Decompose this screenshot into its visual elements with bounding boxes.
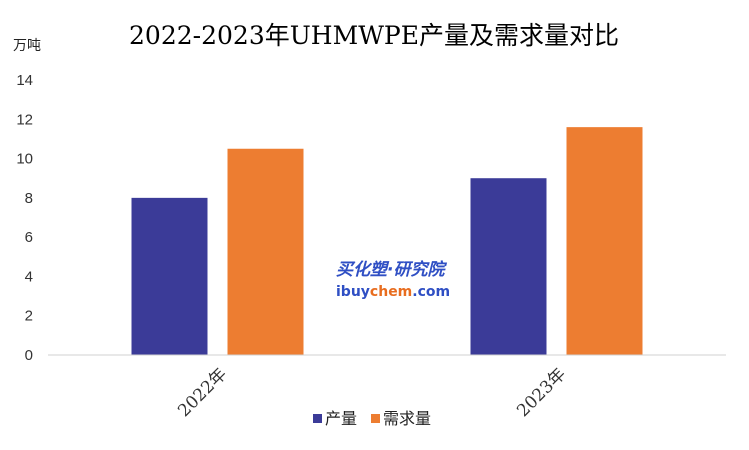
x-category-label: 2023年 (513, 364, 570, 421)
bar-production-2 (470, 178, 547, 355)
legend-swatch-production (313, 414, 322, 423)
bar-demand-2 (566, 127, 643, 356)
x-category-label: 2022年 (174, 364, 231, 421)
y-tick-label: 6 (25, 229, 33, 246)
y-tick-label: 14 (16, 72, 33, 89)
chart-title: 2022-2023年UHMWPE产量及需求量对比 (129, 21, 619, 50)
watermark-url-part-3: .com (412, 284, 450, 300)
watermark-url-part-2: chem (370, 284, 412, 300)
y-tick-label: 12 (16, 111, 33, 128)
watermark-url-part-1: ibuy (336, 284, 370, 300)
y-tick-label: 10 (16, 151, 33, 168)
legend-label-demand: 需求量 (383, 409, 431, 428)
watermark: 买化塑·研究院 ibuychem.com (336, 260, 450, 300)
bar-production-1 (131, 197, 208, 355)
bars-group (131, 127, 643, 356)
y-tick-label: 8 (25, 190, 33, 207)
y-tick-label: 2 (25, 308, 33, 325)
watermark-text-cn: 买化塑·研究院 (336, 260, 447, 280)
y-axis-unit-label: 万吨 (13, 38, 41, 54)
y-tick-label: 0 (25, 347, 33, 364)
watermark-text-url: ibuychem.com (336, 284, 450, 300)
legend: 产量 需求量 (313, 409, 431, 428)
y-axis-ticks: 0 2 4 6 8 10 12 14 (16, 72, 33, 364)
legend-swatch-demand (371, 414, 380, 423)
x-axis-category-labels: 2022年 2023年 (174, 364, 570, 421)
bar-demand-1 (227, 148, 304, 355)
legend-label-production: 产量 (325, 409, 357, 428)
y-tick-label: 4 (25, 268, 33, 285)
